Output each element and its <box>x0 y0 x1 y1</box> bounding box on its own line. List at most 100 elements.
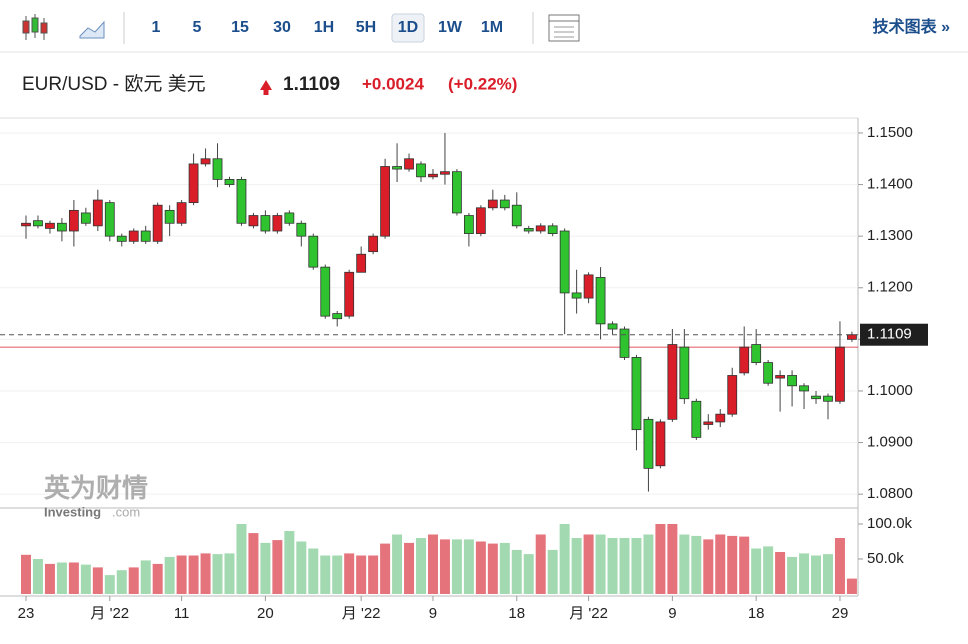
volume-bar <box>535 534 546 594</box>
volume-bar <box>511 549 522 594</box>
candle-body <box>595 277 606 325</box>
volume-bar <box>631 538 642 594</box>
volume-bar <box>320 555 331 594</box>
candle-body <box>523 228 534 232</box>
volume-bar <box>296 541 307 594</box>
x-tick-label: 月 '22 <box>342 605 381 622</box>
candle-body <box>116 235 127 242</box>
candle-body <box>104 202 115 237</box>
volume-bar <box>164 556 175 594</box>
candle-body <box>535 225 546 232</box>
volume-bar <box>272 540 283 594</box>
candle-body <box>440 171 450 175</box>
volume-bar <box>619 538 630 594</box>
candle-body <box>296 222 307 237</box>
timeframe-button[interactable]: 1M <box>481 19 503 36</box>
candle-body <box>835 346 845 402</box>
timeframe-button[interactable]: 1H <box>314 19 334 36</box>
candle-body <box>643 418 654 469</box>
technical-chart-link[interactable]: 技术图表 » <box>873 17 950 36</box>
candle-body <box>452 171 462 214</box>
candle-body <box>787 375 797 387</box>
volume-bar <box>571 538 582 594</box>
candle-body <box>487 199 498 209</box>
candle-body <box>416 163 426 178</box>
volume-bar <box>679 534 690 594</box>
volume-bar <box>152 563 163 594</box>
volume-bar <box>92 567 103 594</box>
volume-bar <box>224 553 235 594</box>
volume-bar <box>32 559 43 594</box>
candle-body <box>200 158 211 165</box>
candle-body <box>667 344 678 420</box>
x-tick-label: 11 <box>174 605 190 622</box>
volume-bar <box>416 538 427 594</box>
candle-body <box>284 212 295 224</box>
plot <box>0 132 858 594</box>
candle-body <box>499 199 510 209</box>
volume-bar <box>236 524 247 594</box>
timeframe-button[interactable]: 1D <box>398 19 418 36</box>
candle-body <box>176 202 187 224</box>
timeframe-button[interactable]: 15 <box>231 19 249 36</box>
candle-body <box>799 385 809 392</box>
last-price: 1.1109 <box>283 74 340 95</box>
candle-body <box>739 346 750 374</box>
timeframe-button[interactable]: 1W <box>438 19 463 36</box>
candle-body <box>164 209 175 224</box>
volume-bar <box>739 536 750 594</box>
volume-bar <box>44 563 55 594</box>
candle-body <box>691 400 702 438</box>
x-tick-label: 18 <box>508 605 525 622</box>
candle-body <box>332 313 343 320</box>
candle-body <box>463 215 474 234</box>
candle-body <box>715 413 726 423</box>
candle-body <box>775 375 786 379</box>
x-tick-label: 9 <box>429 605 437 622</box>
candle-body <box>344 271 355 317</box>
volume-bar <box>691 535 702 594</box>
candle-body <box>21 222 31 227</box>
volume-bar <box>451 539 462 594</box>
volume-bar <box>846 578 857 594</box>
watermark-cn: 英为财情 <box>44 473 148 503</box>
timeframe-button[interactable]: 1 <box>152 19 161 36</box>
volume-bar <box>834 538 845 594</box>
selected-button-frame <box>391 13 425 43</box>
y-tick-label: 1.0900 <box>867 434 913 451</box>
candle-body <box>475 207 486 234</box>
candle-body <box>308 235 319 268</box>
candle-body <box>140 230 151 242</box>
timeframe-button[interactable]: 30 <box>273 19 291 36</box>
volume-bar <box>583 534 594 594</box>
candle-body <box>631 357 642 431</box>
line-icon[interactable] <box>79 20 105 39</box>
volume-bar <box>21 554 31 594</box>
volume-bar <box>68 562 79 594</box>
timeframe-button[interactable]: 5 <box>193 19 202 36</box>
candle-body <box>368 235 379 253</box>
volume-bar <box>763 546 774 594</box>
y-tick-label: 1.1000 <box>867 382 913 399</box>
y-tick-label: 1.1400 <box>867 176 913 193</box>
candle-body <box>823 395 833 402</box>
volume-bar <box>80 564 91 594</box>
volume-bar <box>822 554 833 594</box>
icon-part <box>31 17 39 33</box>
volume-bar <box>703 539 714 594</box>
table-icon[interactable] <box>548 14 580 42</box>
candle-icon[interactable] <box>22 14 48 40</box>
y-tick-label: 1.1200 <box>867 279 913 296</box>
volume-bar <box>811 555 822 594</box>
candle-body <box>511 204 522 227</box>
volume-bar <box>212 554 223 594</box>
volume-bar <box>775 552 786 594</box>
candle-body <box>727 375 738 415</box>
timeframe-button[interactable]: 5H <box>356 19 376 36</box>
volume-bar <box>655 524 666 594</box>
candle-body <box>45 222 55 229</box>
last-price-marker <box>860 323 928 346</box>
x-tick-label: 29 <box>832 605 849 622</box>
candle-body <box>236 179 247 224</box>
